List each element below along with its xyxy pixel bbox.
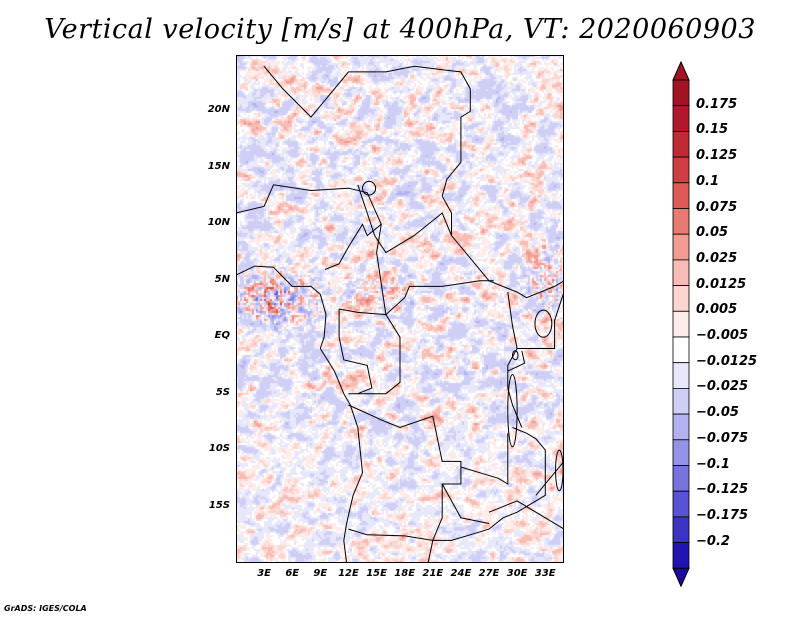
colorbar-swatch bbox=[672, 413, 690, 441]
lat-tick-label: 20N bbox=[207, 104, 230, 116]
country-border-line bbox=[357, 184, 564, 299]
colorbar-level-label: −0.175 bbox=[696, 507, 749, 523]
colorbar-level-label: −0.125 bbox=[696, 482, 749, 498]
colorbar-top-triangle bbox=[672, 60, 690, 81]
colorbar-level-label: 0.025 bbox=[696, 250, 738, 266]
country-border-line bbox=[376, 224, 494, 316]
lat-tick-label: 10N bbox=[207, 217, 230, 229]
colorbar-level-label: 0.005 bbox=[696, 302, 738, 318]
lon-tick-label: 12E bbox=[338, 568, 359, 579]
colorbar-swatch bbox=[672, 516, 690, 543]
lon-tick-label: 18E bbox=[394, 568, 416, 579]
colorbar-bottom-triangle bbox=[672, 567, 690, 588]
country-border-line bbox=[348, 528, 434, 563]
colorbar-swatch bbox=[672, 387, 690, 415]
colorbar-level-label: −0.0125 bbox=[696, 353, 758, 369]
lon-tick-label: 15E bbox=[366, 568, 387, 579]
map-frame bbox=[236, 55, 564, 563]
colorbar-swatch bbox=[672, 182, 690, 209]
country-border-line bbox=[507, 292, 523, 428]
colorbar-level-label: 0.075 bbox=[696, 199, 738, 215]
colorbar-level-label: −0.05 bbox=[696, 405, 739, 421]
country-border-line bbox=[535, 461, 564, 496]
colorbar-level-label: −0.1 bbox=[696, 456, 730, 472]
colorbar-swatch bbox=[672, 79, 690, 107]
lake-outline bbox=[362, 180, 377, 196]
colorbar-level-label: 0.175 bbox=[696, 96, 738, 112]
lon-tick-label: 33E bbox=[534, 568, 556, 579]
colorbar-level-label: −0.075 bbox=[696, 430, 749, 446]
colorbar-swatch bbox=[672, 259, 690, 286]
colorbar-level-label: 0.125 bbox=[696, 148, 738, 164]
colorbar-level-label: −0.025 bbox=[696, 379, 749, 395]
colorbar-level-label: 0.1 bbox=[696, 173, 720, 189]
colorbar bbox=[672, 60, 690, 588]
lat-tick-label: 15N bbox=[207, 160, 230, 172]
chart-title: Vertical velocity [m/s] at 400hPa, VT: 2… bbox=[44, 14, 756, 45]
country-border-line bbox=[488, 500, 564, 530]
lat-tick-label: 15S bbox=[208, 499, 230, 511]
colorbar-swatch bbox=[672, 131, 690, 158]
lake-outline bbox=[507, 373, 518, 448]
colorbar-swatch bbox=[672, 156, 690, 184]
colorbar-swatch bbox=[672, 542, 690, 569]
lon-tick-label: 30E bbox=[506, 568, 528, 579]
colorbar-swatch bbox=[672, 465, 690, 492]
country-border-line bbox=[236, 184, 382, 270]
colorbar-swatch bbox=[672, 439, 690, 466]
country-border-line bbox=[460, 433, 509, 485]
map-panel bbox=[236, 55, 564, 563]
grads-credit: GrADS: IGES/COLA bbox=[4, 604, 87, 613]
colorbar-swatch bbox=[672, 285, 690, 312]
map-borders-overlay bbox=[236, 55, 564, 563]
colorbar-swatch bbox=[672, 490, 690, 518]
lon-tick-label: 27E bbox=[478, 568, 500, 579]
country-border-line bbox=[470, 427, 546, 536]
lon-tick-label: 24E bbox=[450, 568, 472, 579]
lon-tick-label: 3E bbox=[257, 568, 271, 579]
lake-outline bbox=[511, 350, 519, 361]
lon-tick-label: 9E bbox=[313, 568, 328, 579]
country-border-line bbox=[236, 265, 364, 563]
colorbar-level-label: 0.15 bbox=[696, 122, 729, 138]
colorbar-level-label: 0.05 bbox=[696, 225, 729, 241]
country-border-line bbox=[441, 483, 490, 524]
colorbar-level-label: −0.2 bbox=[696, 533, 730, 549]
lon-tick-label: 6E bbox=[285, 568, 300, 579]
lon-tick-label: 21E bbox=[422, 568, 444, 579]
colorbar-level-label: −0.005 bbox=[696, 328, 749, 343]
lat-tick-label: 10S bbox=[208, 443, 230, 455]
lat-tick-label: EQ bbox=[214, 330, 230, 342]
country-border-line bbox=[263, 65, 471, 236]
lat-tick-label: 5S bbox=[215, 386, 230, 398]
country-border-line bbox=[507, 350, 526, 372]
vertical-velocity-field bbox=[236, 55, 564, 563]
lat-tick-label: 5N bbox=[214, 273, 230, 285]
country-border-line bbox=[339, 308, 401, 395]
lake-outline bbox=[534, 309, 553, 338]
colorbar-swatch bbox=[672, 105, 690, 132]
country-border-line bbox=[348, 404, 471, 541]
colorbar-swatch bbox=[672, 310, 690, 338]
colorbar-swatch bbox=[672, 233, 690, 261]
colorbar-level-label: 0.0125 bbox=[696, 276, 747, 292]
country-border-line bbox=[517, 291, 564, 349]
colorbar-swatch bbox=[672, 208, 690, 235]
colorbar-swatch bbox=[672, 336, 690, 364]
country-border-line bbox=[338, 309, 373, 395]
colorbar-swatch bbox=[672, 362, 690, 389]
